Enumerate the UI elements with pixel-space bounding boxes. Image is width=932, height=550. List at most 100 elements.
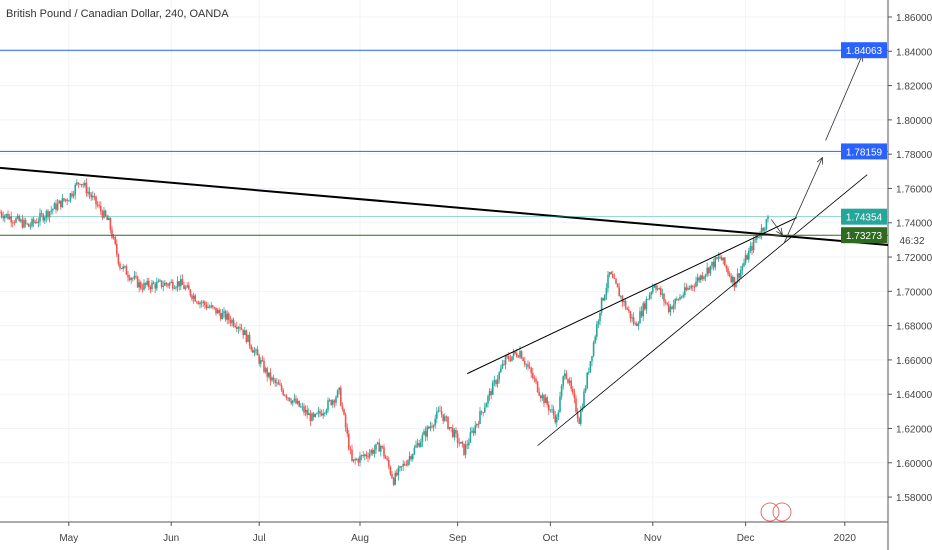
candle-body — [637, 323, 640, 327]
candle-body — [757, 237, 760, 238]
candle-body — [520, 351, 523, 359]
candle-body — [508, 356, 510, 360]
candle-body — [708, 267, 710, 274]
candle-body — [732, 276, 734, 283]
candle-body — [122, 266, 124, 269]
candle-body — [218, 309, 220, 314]
candle-body — [196, 301, 198, 303]
candle-body — [162, 285, 164, 287]
candle-body — [394, 472, 396, 485]
candle-body — [428, 426, 430, 429]
candle-body — [266, 368, 268, 377]
candle-body — [424, 431, 427, 437]
candle-body — [31, 219, 33, 226]
candle-body — [108, 218, 110, 221]
candle-body — [448, 427, 451, 429]
candle-body — [245, 330, 248, 342]
candle-body — [234, 325, 236, 327]
x-tick-label: Oct — [543, 533, 559, 544]
y-tick-label: 1.66000 — [896, 356, 932, 367]
candle-body — [623, 300, 625, 303]
candle-body — [506, 355, 508, 357]
candle-body — [722, 257, 724, 261]
candle-body — [514, 351, 516, 354]
candle-body — [144, 282, 147, 285]
candle-body — [256, 349, 259, 356]
candle-body — [117, 254, 120, 264]
y-tick-label: 1.58000 — [896, 493, 932, 504]
candle-body — [114, 236, 116, 244]
candle-body — [416, 443, 419, 446]
candle-body — [120, 268, 123, 269]
x-tick-label: May — [59, 533, 78, 544]
candle-body — [116, 243, 118, 255]
candle-body — [744, 255, 747, 263]
candle-body — [468, 442, 470, 446]
candle-body — [168, 282, 171, 286]
y-tick-label: 1.64000 — [896, 390, 932, 401]
candle-body — [554, 414, 556, 423]
candle-body — [82, 184, 84, 186]
candle-body — [44, 217, 46, 221]
candle-body — [618, 287, 620, 297]
candle-body — [279, 384, 281, 386]
candle-body — [455, 430, 457, 434]
candle-body — [368, 453, 371, 458]
candle-body — [226, 313, 228, 320]
candle-body — [175, 287, 177, 289]
candle-body — [668, 304, 670, 313]
candle-body — [490, 391, 492, 395]
candle-body — [290, 400, 292, 404]
candle-body — [312, 413, 315, 417]
candle-body — [672, 304, 675, 309]
candle-body — [76, 182, 78, 185]
candle-body — [85, 182, 88, 194]
candle-body — [346, 427, 348, 434]
candle-body — [180, 279, 182, 287]
candle-body — [124, 266, 126, 268]
candle-body — [260, 360, 262, 364]
candle-body — [688, 288, 691, 289]
price-label-bg — [841, 143, 887, 160]
y-tick-label: 1.70000 — [896, 287, 932, 298]
candle-body — [728, 273, 731, 277]
candle-body — [391, 474, 393, 479]
candle-body — [407, 460, 409, 466]
candle-body — [751, 245, 753, 251]
candle-body — [597, 321, 600, 325]
candle-body — [79, 183, 81, 185]
candle-body — [18, 215, 20, 222]
candle-body — [380, 445, 382, 452]
y-tick-label: 1.74000 — [896, 219, 932, 230]
candle-body — [354, 459, 356, 461]
candle-body — [373, 449, 376, 454]
candle-body — [487, 395, 489, 404]
candle-body — [272, 377, 275, 380]
candle-body — [584, 388, 587, 392]
candle-body — [541, 395, 544, 399]
candle-body — [55, 203, 57, 210]
candle-body — [69, 193, 72, 201]
candle-body — [696, 277, 699, 282]
candle-body — [146, 280, 148, 285]
candle-body — [397, 467, 400, 476]
candle-body — [293, 398, 296, 401]
x-tick-label: Aug — [351, 533, 369, 544]
candle-body — [516, 353, 518, 357]
candle-body — [418, 443, 420, 447]
candle-body — [408, 456, 411, 461]
candle-body — [98, 205, 100, 207]
candle-body — [567, 378, 569, 383]
candle-body — [160, 280, 163, 287]
candle-body — [456, 433, 459, 443]
candle-body — [471, 430, 473, 433]
candle-body — [709, 265, 712, 274]
candle-body — [140, 282, 142, 289]
candle-body — [388, 460, 390, 467]
candle-body — [632, 317, 635, 324]
candle-body — [220, 313, 222, 320]
candle-body — [477, 423, 480, 425]
candle-body — [639, 311, 641, 324]
x-tick-label: Sep — [449, 533, 467, 544]
